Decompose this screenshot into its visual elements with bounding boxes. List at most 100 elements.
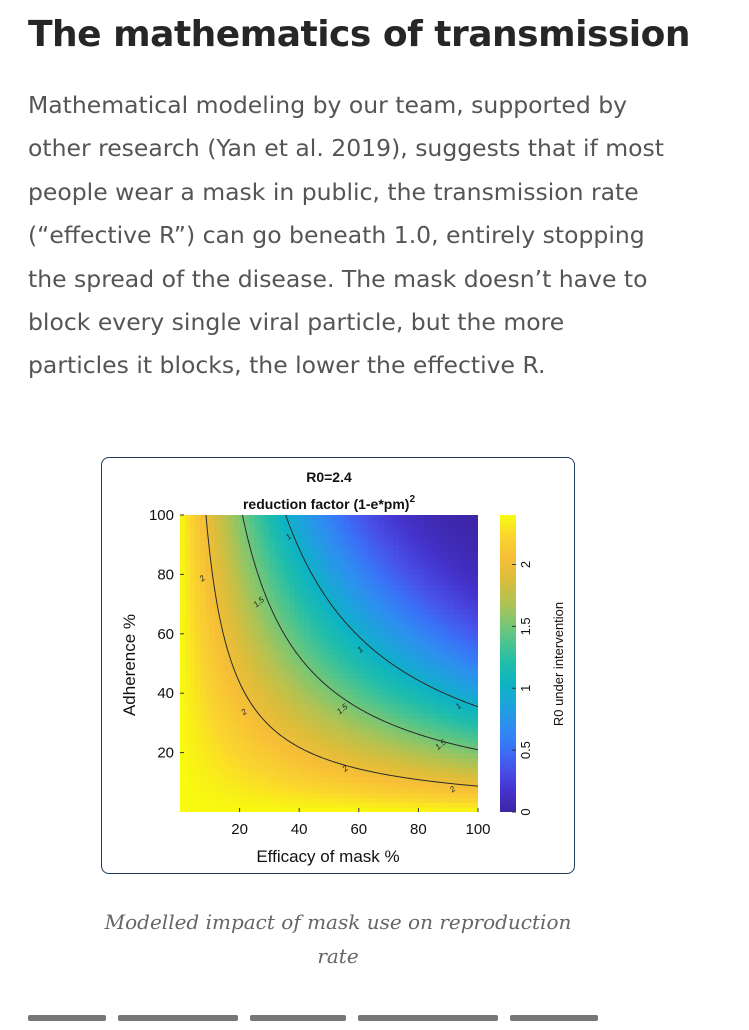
heatmap-cell xyxy=(254,609,261,615)
heatmap-cell xyxy=(458,599,464,605)
heatmap-cell xyxy=(458,554,464,561)
heatmap-cell xyxy=(408,584,415,590)
heatmap-cell xyxy=(229,792,236,798)
heatmap-cell xyxy=(184,717,191,724)
heatmap-cell xyxy=(274,663,280,670)
heatmap-cell xyxy=(219,767,226,773)
heatmap-cell xyxy=(304,534,310,541)
heatmap-cell xyxy=(184,732,191,739)
heatmap-cell xyxy=(249,737,256,744)
heatmap-cell xyxy=(324,807,330,812)
heatmap-cell xyxy=(299,544,305,551)
heatmap-cell xyxy=(324,648,330,655)
heatmap-cell xyxy=(180,663,186,670)
heatmap-cell xyxy=(204,722,211,729)
heatmap-cell xyxy=(319,539,325,546)
heatmap-cell xyxy=(363,584,370,590)
heatmap-cell xyxy=(274,569,280,575)
heatmap-cell xyxy=(343,757,350,764)
heatmap-cell xyxy=(269,693,275,699)
heatmap-cell xyxy=(353,638,360,645)
heatmap-cell xyxy=(199,643,206,650)
heatmap-cell xyxy=(418,797,424,803)
heatmap-cell xyxy=(204,737,211,744)
heatmap-cell xyxy=(254,544,261,551)
heatmap-cell xyxy=(358,772,365,778)
heatmap-cell xyxy=(463,569,469,575)
heatmap-cell xyxy=(279,747,285,754)
heatmap-cell xyxy=(324,534,330,541)
heatmap-cell xyxy=(289,599,295,605)
heatmap-cell xyxy=(353,742,360,749)
heatmap-cell xyxy=(438,628,444,635)
heatmap-cell xyxy=(199,708,206,714)
heatmap-cell xyxy=(314,554,320,561)
heatmap-cell xyxy=(383,737,390,744)
heatmap-cell xyxy=(284,777,290,783)
heatmap-cell xyxy=(373,579,380,585)
heatmap-cell xyxy=(383,762,390,769)
heatmap-cell xyxy=(279,698,285,704)
heatmap-cell xyxy=(264,792,270,798)
heatmap-cell xyxy=(338,708,345,714)
heatmap-cell xyxy=(244,713,251,719)
heatmap-cell xyxy=(314,663,320,670)
heatmap-cell xyxy=(473,742,478,749)
heatmap-cell xyxy=(314,524,320,531)
heatmap-cell xyxy=(319,658,325,665)
heatmap-cell xyxy=(348,787,355,793)
heatmap-cell xyxy=(229,747,236,754)
heatmap-cell xyxy=(199,727,206,734)
heatmap-cell xyxy=(299,708,305,714)
heatmap-cell xyxy=(314,683,320,689)
heatmap-cell xyxy=(363,524,370,531)
heatmap-cell xyxy=(329,648,335,655)
heatmap-cell xyxy=(279,757,285,764)
heatmap-cell xyxy=(433,554,439,561)
heatmap-cell xyxy=(224,599,231,605)
heatmap-cell xyxy=(180,658,186,665)
heatmap-cell xyxy=(180,683,186,689)
heatmap-cell xyxy=(219,777,226,783)
heatmap-cell xyxy=(194,668,201,674)
heatmap-cell xyxy=(224,614,231,620)
heatmap-cell xyxy=(309,614,315,620)
heatmap-cell xyxy=(353,713,360,719)
heatmap-cell xyxy=(319,653,325,660)
heatmap-cell xyxy=(229,549,236,556)
heatmap-cell xyxy=(393,787,400,793)
heatmap-cell xyxy=(264,534,270,541)
heatmap-cell xyxy=(294,589,300,595)
heatmap-cell xyxy=(299,737,305,744)
heatmap-cell xyxy=(438,693,444,699)
heatmap-cell xyxy=(358,678,365,684)
heatmap-cell xyxy=(348,633,355,640)
heatmap-cell xyxy=(338,698,345,704)
heatmap-cell xyxy=(343,584,350,590)
heatmap-cell xyxy=(319,604,325,610)
heatmap-cell xyxy=(373,683,380,689)
heatmap-cell xyxy=(314,594,320,600)
heatmap-cell xyxy=(214,673,221,679)
heatmap-cell xyxy=(403,589,410,595)
heatmap-cell xyxy=(249,698,256,704)
heatmap-cell xyxy=(319,599,325,605)
heatmap-cell xyxy=(180,732,186,739)
heatmap-cell xyxy=(378,713,385,719)
heatmap-cell xyxy=(324,727,330,734)
heatmap-cell xyxy=(224,782,231,788)
heatmap-cell xyxy=(189,807,196,812)
heatmap-cell xyxy=(428,604,434,610)
heatmap-cell xyxy=(403,747,410,754)
heatmap-cell xyxy=(319,643,325,650)
heatmap-cell xyxy=(309,628,315,635)
heatmap-cell xyxy=(319,534,325,541)
heatmap-cell xyxy=(309,727,315,734)
heatmap-cell xyxy=(343,653,350,660)
heatmap-cell xyxy=(383,772,390,778)
heatmap-cell xyxy=(289,757,295,764)
heatmap-cell xyxy=(403,584,410,590)
heatmap-cell xyxy=(368,539,375,546)
heatmap-cell xyxy=(393,584,400,590)
heatmap-cell xyxy=(244,787,251,793)
